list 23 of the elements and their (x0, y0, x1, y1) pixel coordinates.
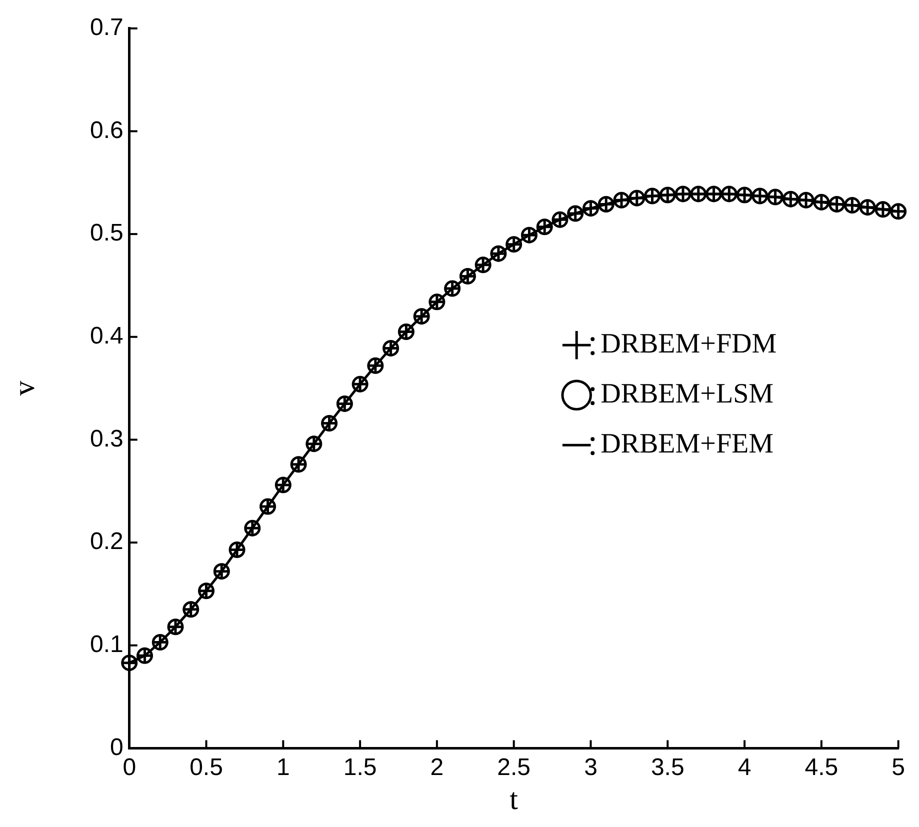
x-tick-label: 0.5 (190, 754, 223, 782)
y-tick-label: 0.7 (90, 14, 124, 42)
y-tick-label: 0.2 (90, 528, 124, 556)
y-tick-label: 0.3 (90, 425, 124, 452)
y-tick-label: 0.4 (90, 322, 124, 350)
x-tick-label: 4 (738, 754, 752, 782)
y-axis-title: v (8, 380, 41, 396)
x-tick-label: 1 (276, 754, 290, 782)
x-tick-label: 2 (430, 754, 444, 782)
x-tick-label: 4.5 (804, 754, 838, 782)
y-tick-label: 0.5 (90, 220, 124, 247)
legend-label: DRBEM+FDM (600, 328, 777, 360)
y-tick-label: 0.6 (90, 116, 124, 144)
y-tick-label: 0 (110, 734, 124, 761)
x-tick-label: 1.5 (343, 754, 377, 782)
x-axis-title: t (510, 782, 519, 816)
legend-label: DRBEM+FEM (600, 428, 774, 460)
legend-label: DRBEM+LSM (600, 378, 774, 410)
x-tick-label: 5 (892, 754, 906, 782)
x-tick-label: 3.5 (650, 754, 684, 782)
y-tick-label: 0.1 (90, 630, 124, 658)
x-tick-label: 3 (584, 754, 598, 782)
x-tick-label: 2.5 (497, 754, 531, 782)
